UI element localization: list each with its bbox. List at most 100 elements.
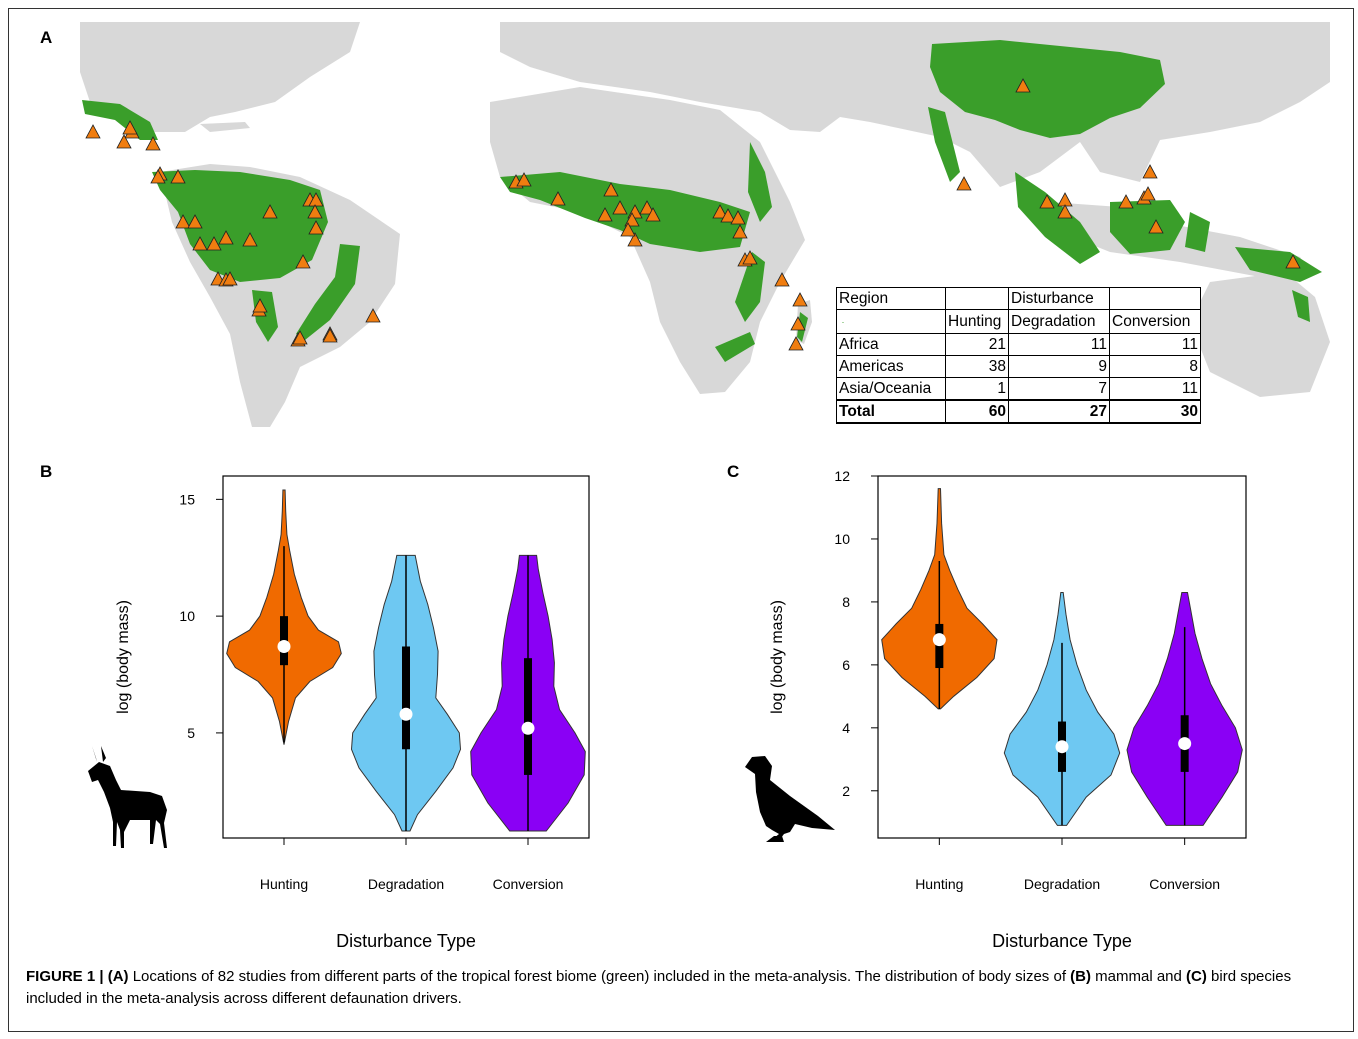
y-tick-label: 10 — [834, 531, 850, 547]
table-header-row-2: · Hunting Degradation Conversion — [836, 309, 1201, 334]
caption-label-b: (B) — [1070, 968, 1091, 985]
table-cell-conversion: 8 — [1109, 355, 1201, 378]
x-axis-label: Disturbance Type — [992, 931, 1132, 951]
violin-panel-b: 5 10 15 Hunting Degradation Conversion log (bo… — [115, 475, 590, 951]
table-header-cell: Degradation — [1008, 309, 1110, 334]
table-header-cell: Hunting — [945, 309, 1009, 334]
study-location-marker — [639, 200, 655, 215]
figure-caption: FIGURE 1 | (A) Locations of 82 studies f… — [26, 966, 1336, 1010]
study-location-marker — [720, 208, 736, 223]
y-tick-label: 5 — [187, 725, 195, 741]
study-location-marker — [624, 212, 640, 227]
table-cell-degradation: 11 — [1008, 333, 1110, 356]
table-header-cell — [945, 287, 1009, 310]
caption-figure-label: FIGURE 1 | — [26, 968, 108, 985]
study-location-marker — [790, 316, 806, 331]
table-header-cell: Region — [836, 287, 946, 310]
study-location-markers — [85, 78, 1301, 351]
study-location-marker — [627, 232, 643, 247]
x-tick-label: Conversion — [493, 876, 564, 892]
median-point — [399, 707, 413, 721]
panel-label-c: C — [727, 462, 740, 481]
x-tick-label: Hunting — [915, 876, 963, 892]
y-tick-label: 10 — [179, 608, 195, 624]
y-axis-label: log (body mass) — [115, 600, 132, 714]
table-cell-degradation: 27 — [1008, 399, 1110, 424]
study-location-marker — [122, 120, 138, 135]
table-cell-hunting: 1 — [945, 377, 1009, 401]
violin-plots: 5 10 15 Hunting Degradation Conversion log (bo… — [88, 468, 1247, 951]
study-location-marker — [175, 214, 191, 229]
study-location-marker — [222, 271, 238, 286]
violin-panel-c: 2 4 6 8 10 12 Hunting Degradation Conversion log … — [769, 468, 1247, 951]
study-location-marker — [612, 200, 628, 215]
study-location-marker — [516, 172, 532, 187]
iqr-box — [524, 658, 532, 775]
study-location-marker — [116, 134, 132, 149]
study-location-marker — [730, 210, 746, 225]
study-location-marker — [252, 298, 268, 313]
study-location-marker — [150, 169, 166, 184]
median-point — [521, 721, 535, 735]
median-point — [1178, 737, 1192, 751]
study-location-marker — [292, 330, 308, 345]
study-location-marker — [1118, 194, 1134, 209]
study-location-marker — [774, 272, 790, 287]
median-point — [1055, 740, 1069, 754]
study-location-marker — [170, 169, 186, 184]
table-header-cell: · — [836, 309, 946, 334]
caption-label-a: (A) — [107, 968, 129, 985]
table-cell-region: Africa — [836, 333, 946, 356]
table-header-cell: Conversion — [1109, 309, 1201, 334]
study-location-marker — [365, 308, 381, 323]
study-location-marker — [322, 328, 338, 343]
table-row: Asia/Oceania 1 7 11 — [836, 377, 1201, 401]
y-tick-label: 4 — [842, 720, 850, 736]
x-tick-label: Hunting — [260, 876, 308, 892]
table-cell-conversion: 30 — [1109, 399, 1201, 424]
study-location-marker — [1148, 219, 1164, 234]
y-tick-label: 12 — [834, 468, 850, 484]
study-location-marker — [732, 224, 748, 239]
table-cell-degradation: 9 — [1008, 355, 1110, 378]
study-location-marker — [145, 136, 161, 151]
study-location-marker — [603, 182, 619, 197]
pigeon-icon — [745, 756, 835, 842]
study-location-marker — [242, 232, 258, 247]
study-location-marker — [956, 176, 972, 191]
x-tick-label: Degradation — [1024, 876, 1100, 892]
study-location-marker — [792, 292, 808, 307]
table-cell-hunting: 38 — [945, 355, 1009, 378]
table-row: Americas 38 9 8 — [836, 355, 1201, 378]
study-location-marker — [307, 204, 323, 219]
study-location-marker — [187, 214, 203, 229]
study-location-marker — [742, 250, 758, 265]
study-location-marker — [192, 236, 208, 251]
study-location-marker — [597, 207, 613, 222]
study-location-marker — [295, 254, 311, 269]
study-location-marker — [218, 230, 234, 245]
x-tick-label: Degradation — [368, 876, 444, 892]
panel-label-a: A — [40, 28, 53, 47]
study-location-marker — [1057, 192, 1073, 207]
antelope-icon — [88, 746, 167, 848]
table-total-row: Total 60 27 30 — [836, 399, 1201, 424]
median-point — [277, 639, 291, 653]
x-tick-label: Conversion — [1149, 876, 1220, 892]
figure-frame — [8, 8, 1354, 1032]
table-cell-conversion: 11 — [1109, 333, 1201, 356]
table-header-cell — [1109, 287, 1201, 310]
caption-label-c: (C) — [1186, 968, 1207, 985]
table-cell-region: Americas — [836, 355, 946, 378]
table-header-row-1: Region Disturbance — [836, 287, 1201, 310]
y-tick-label: 6 — [842, 657, 850, 673]
study-location-marker — [712, 204, 728, 219]
panel-label-b: B — [40, 462, 53, 481]
study-count-table: Region Disturbance · Hunting Degradation… — [836, 287, 1201, 424]
table-cell-hunting: 21 — [945, 333, 1009, 356]
table-row: Africa 21 11 11 — [836, 333, 1201, 356]
table-cell-conversion: 11 — [1109, 377, 1201, 401]
study-location-marker — [550, 191, 566, 206]
study-location-marker — [85, 124, 101, 139]
y-axis-label: log (body mass) — [769, 600, 786, 714]
